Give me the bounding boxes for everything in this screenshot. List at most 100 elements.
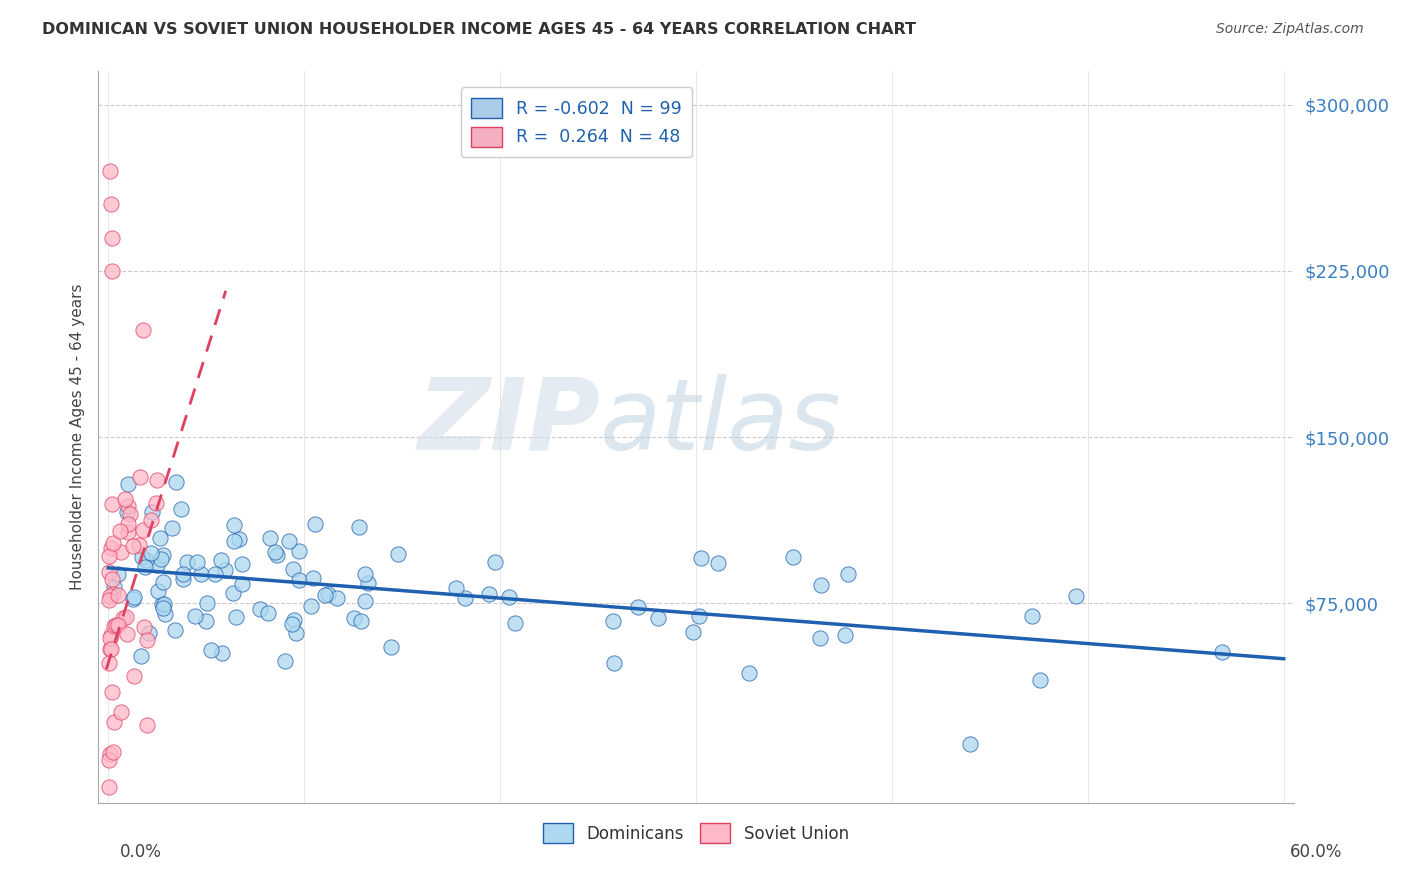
Y-axis label: Householder Income Ages 45 - 64 years: Householder Income Ages 45 - 64 years [69,284,84,591]
Point [959,737,981,751]
Point [195,595,218,609]
Point [478,587,501,601]
Point [326,591,349,605]
Point [299,599,322,613]
Point [172,566,194,581]
Point [277,533,299,548]
Point [122,591,145,605]
Point [222,517,245,532]
Point [690,550,713,565]
Point [707,556,730,570]
Point [172,572,194,586]
Point [110,545,132,559]
Text: 60.0%: 60.0% [1291,843,1343,861]
Point [503,615,526,630]
Point [98,549,121,563]
Point [152,600,174,615]
Point [122,591,145,606]
Point [103,715,125,730]
Point [100,572,122,586]
Point [602,614,624,628]
Point [454,591,477,605]
Point [153,597,176,611]
Point [153,607,176,622]
Point [148,531,170,545]
Point [98,822,121,836]
Point [284,626,307,640]
Point [132,620,155,634]
Point [141,505,163,519]
Point [129,649,152,664]
Point [782,549,804,564]
Point [145,495,167,509]
Point [228,532,250,546]
Point [139,513,162,527]
Point [152,574,174,589]
Point [98,641,121,656]
Point [100,541,122,555]
Point [138,626,160,640]
Point [498,590,520,604]
Point [149,552,172,566]
Point [304,517,326,532]
Point [139,546,162,560]
Point [194,614,217,628]
Point [266,548,288,562]
Point [115,610,138,624]
Point [688,608,710,623]
Point [353,566,375,581]
Point [211,646,233,660]
Point [117,476,139,491]
Point [343,611,366,625]
Point [103,580,125,594]
Point [444,582,467,596]
Point [101,745,124,759]
Point [190,566,212,581]
Point [110,705,132,719]
Point [101,587,124,601]
Point [264,545,287,559]
Point [316,587,339,601]
Point [131,550,153,565]
Point [627,600,650,615]
Point [101,264,124,278]
Point [259,532,281,546]
Point [103,535,125,549]
Point [129,469,152,483]
Point [100,642,122,657]
Point [1021,609,1043,624]
Point [231,557,253,571]
Point [104,617,127,632]
Point [163,623,186,637]
Point [682,625,704,640]
Point [108,524,131,539]
Point [166,475,188,489]
Point [314,588,336,602]
Point [117,524,139,539]
Point [603,656,626,670]
Point [357,575,380,590]
Point [101,230,124,244]
Point [350,614,373,628]
Point [101,685,124,699]
Point [231,577,253,591]
Point [98,747,121,761]
Point [162,520,184,534]
Point [132,323,155,337]
Point [100,628,122,642]
Point [288,543,311,558]
Point [283,614,305,628]
Legend: Dominicans, Soviet Union: Dominicans, Soviet Union [536,817,856,849]
Point [103,619,125,633]
Point [283,562,305,576]
Point [136,717,159,731]
Point [152,549,174,563]
Point [107,588,129,602]
Point [98,656,121,670]
Point [98,780,121,794]
Point [183,609,205,624]
Point [98,566,121,580]
Text: 0.0%: 0.0% [120,843,162,861]
Point [274,654,297,668]
Point [98,164,121,178]
